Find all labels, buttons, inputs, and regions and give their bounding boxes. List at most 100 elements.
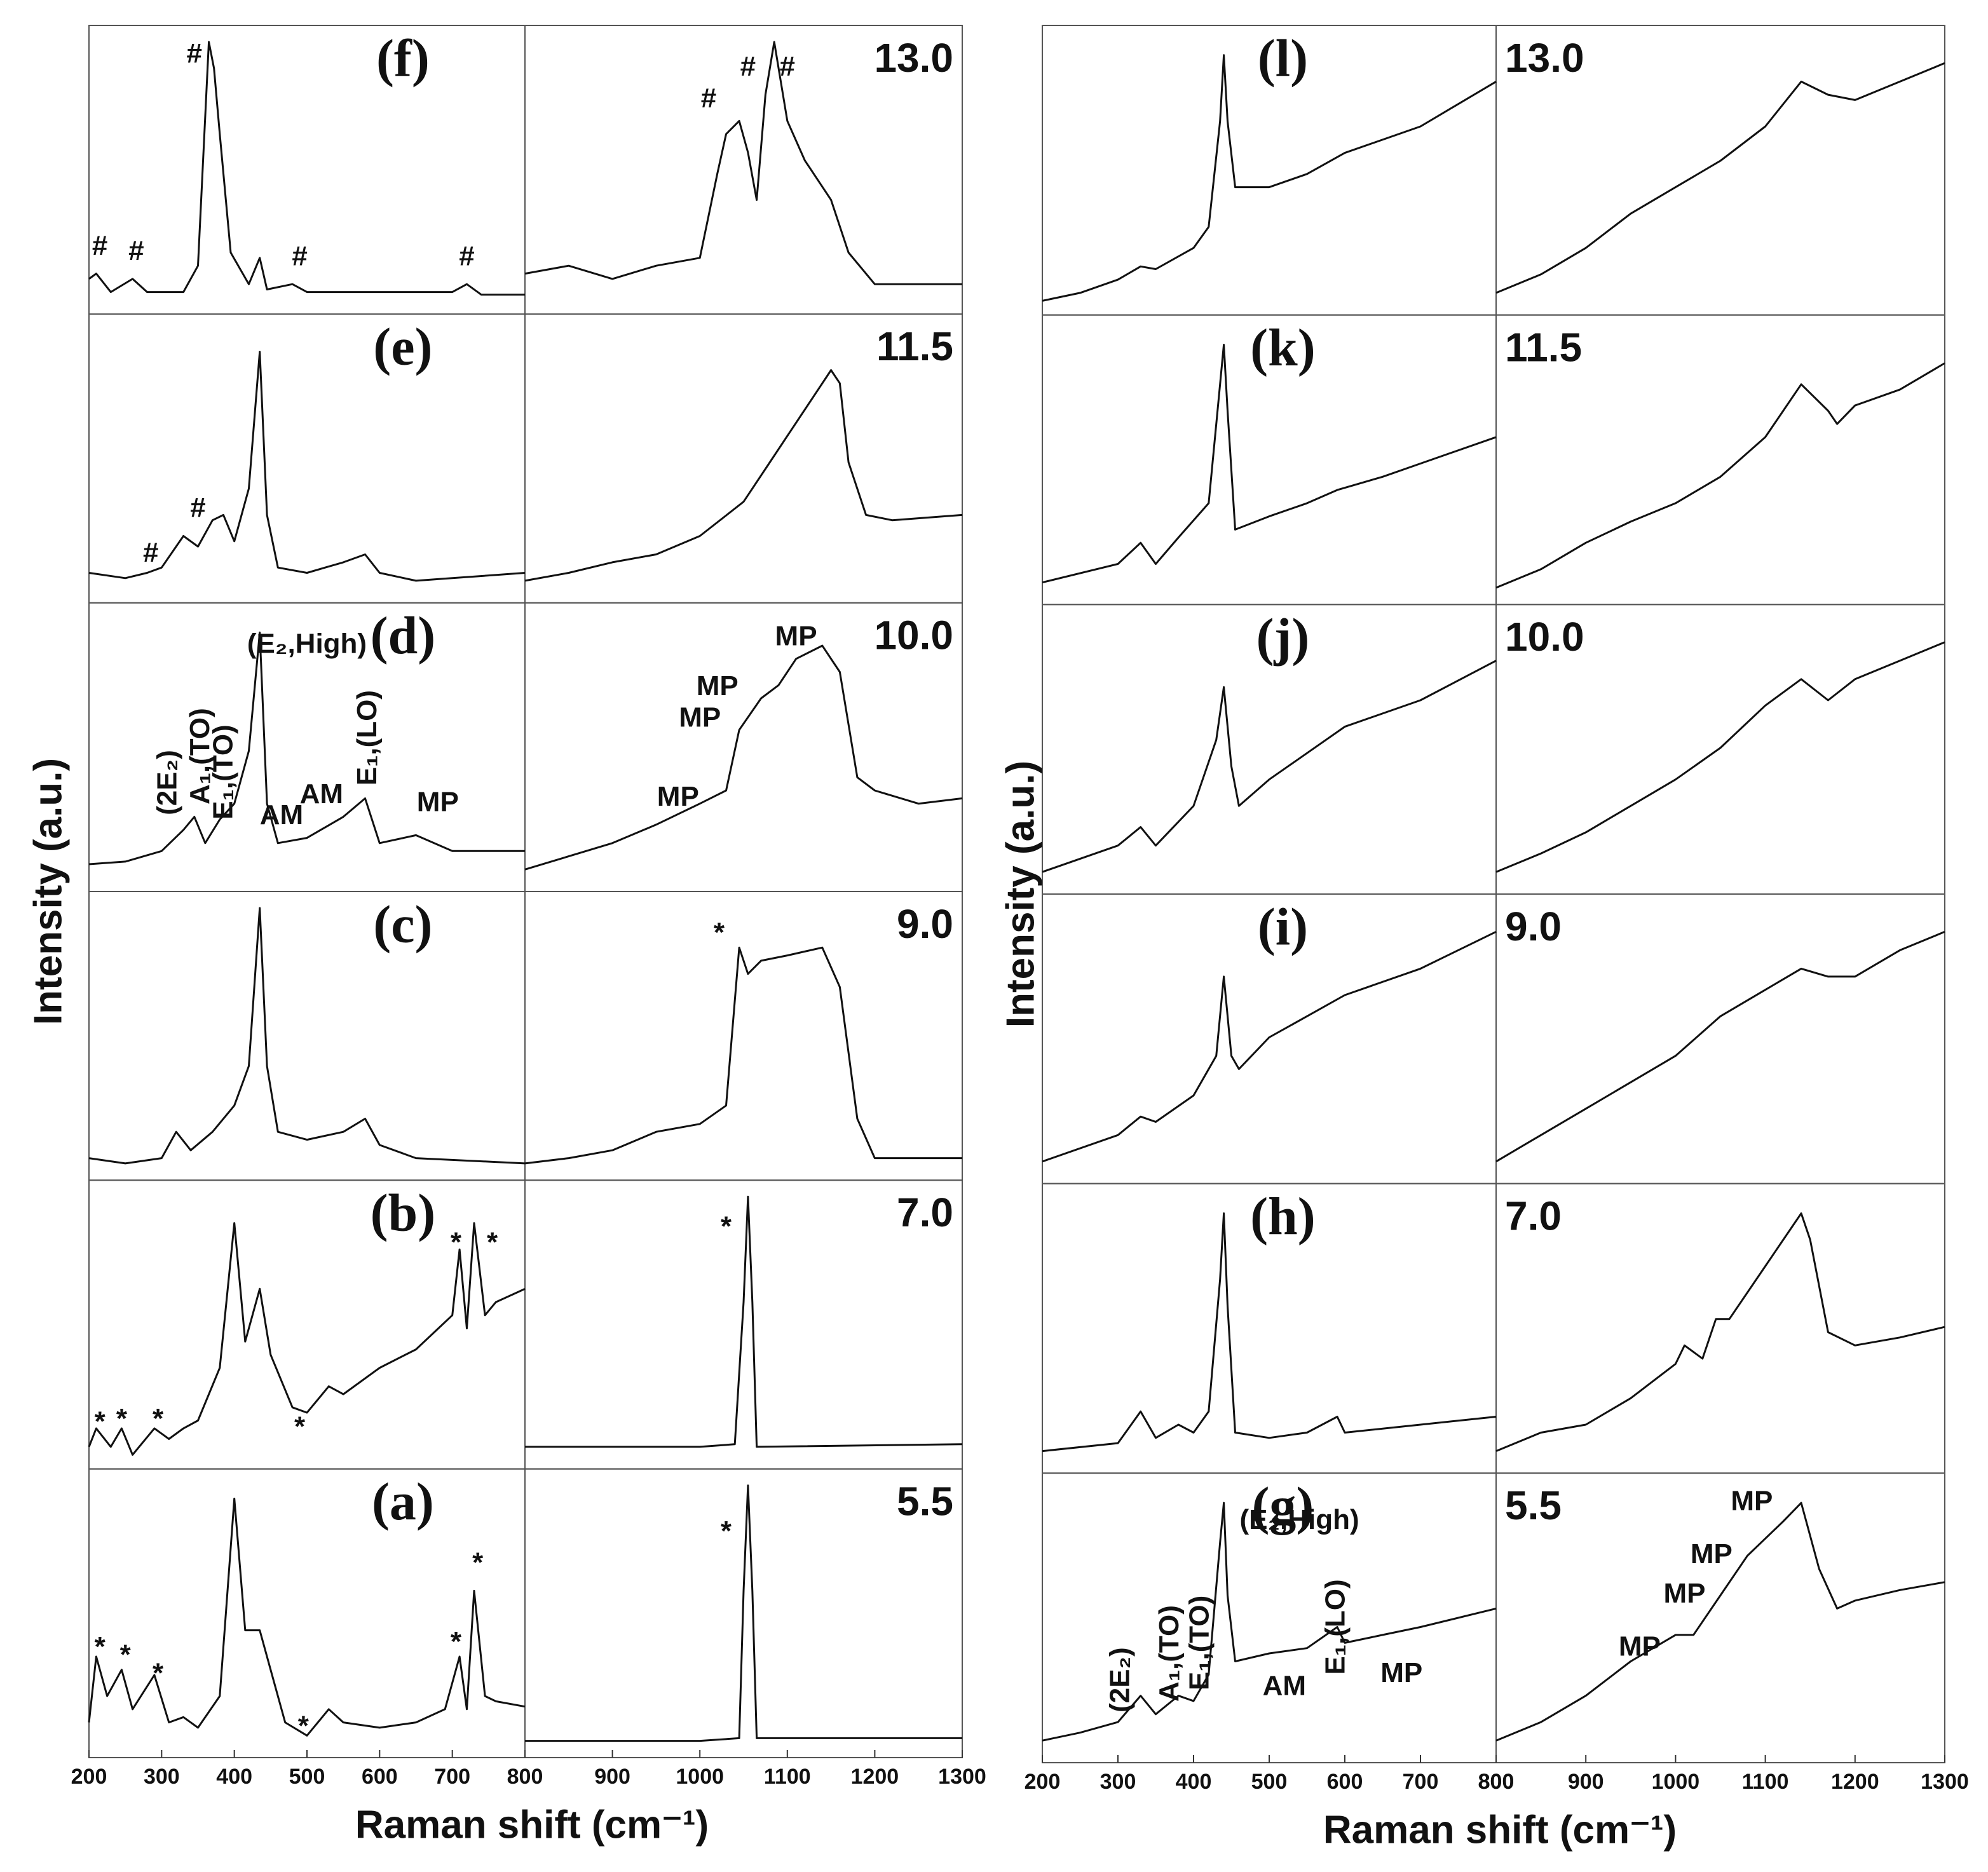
x-tick-label: 1300 [1921,1770,1969,1794]
spectrum [524,369,963,582]
annotation: # [459,240,474,271]
annotation: * [294,1411,306,1442]
annotation: AM [1263,1671,1306,1702]
spectrum [1495,930,1945,1163]
panel-label: (i) [1258,897,1308,956]
ph-label: 10.0 [1505,614,1584,660]
annotation: # [292,240,307,271]
annotation: MP [1380,1657,1422,1688]
annotation: MP [679,702,721,733]
x-tick-label: 200 [1025,1770,1061,1794]
annotation: (2E₂) [1105,1647,1136,1713]
x-tick-label: 400 [216,1765,252,1789]
annotation: * [153,1658,164,1689]
annotation: # [190,492,205,524]
panel-label: (g) [1251,1477,1314,1536]
x-axis-label: Raman shift (cm⁻¹) [1323,1808,1677,1852]
annotation: * [721,1211,732,1242]
spectrum [1495,1212,1945,1452]
annotation: MP [657,781,699,812]
panel-label: (j) [1256,608,1309,667]
spectrum [525,1484,962,1742]
panel-label: (k) [1250,318,1316,377]
spectrum [1042,54,1497,302]
annotation: * [95,1406,106,1437]
x-tick-label: 1000 [676,1765,724,1789]
annotation: * [487,1227,498,1258]
annotation: E₁,(LO) [351,690,383,785]
annotation: # [740,51,756,82]
x-tick-label: 800 [1478,1770,1515,1794]
x-tick-label: 300 [1100,1770,1136,1794]
annotation: * [95,1631,106,1662]
annotation: * [153,1403,164,1434]
annotation: AM [300,778,343,810]
panel-frame [1042,25,1945,316]
panel-frame [1042,1472,1945,1763]
panel-label: (l) [1258,29,1308,88]
panel-label: (e) [373,318,432,377]
x-tick-label: 700 [1403,1770,1439,1794]
x-tick-label: 600 [362,1765,398,1789]
x-tick-label: 500 [289,1765,325,1789]
y-axis-label: Intensity (a.u.) [26,758,70,1025]
x-tick-label: 200 [71,1765,107,1789]
x-tick-label: 1200 [1831,1770,1879,1794]
annotation: * [451,1227,462,1258]
spectrum [88,631,525,865]
ph-label: 13.0 [874,35,953,81]
panel-label: (c) [373,895,432,954]
annotation: * [451,1626,462,1657]
ph-label: 5.5 [1505,1482,1562,1528]
x-tick-label: 500 [1251,1770,1288,1794]
annotation: * [721,1516,732,1547]
spectrum [88,1497,526,1737]
annotation: A₁,(TO) [184,708,215,804]
x-tick-label: 900 [594,1765,630,1789]
ph-label: 11.5 [1505,325,1582,370]
ph-label: 13.0 [1505,35,1584,81]
annotation: MP [417,786,459,817]
spectrum [524,644,963,871]
annotation: * [120,1639,132,1671]
annotation: # [128,235,144,266]
annotation: # [701,83,716,114]
annotation: * [714,917,725,948]
spectrum [524,946,962,1165]
annotation: (E₂,High) [1240,1504,1359,1535]
ph-label: 5.5 [897,1479,953,1524]
panel-label: (d) [371,606,436,665]
annotation: E₁,(TO) [1184,1596,1215,1690]
spectrum [1495,62,1945,294]
x-tick-label: 1100 [764,1765,811,1789]
panel-frame [1042,893,1945,1184]
annotation: AM [260,799,303,831]
ph-label: 9.0 [897,901,953,947]
panel-label: (h) [1250,1187,1316,1246]
ph-label: 10.0 [874,613,953,658]
spectrum [1042,1502,1497,1742]
x-tick-label: 1100 [1742,1770,1789,1794]
annotation: E₁,(LO) [1320,1579,1351,1674]
spectrum [1042,1212,1497,1453]
annotation: MP [697,670,739,702]
spectrum [1495,641,1945,873]
annotation: (E₂,High) [247,628,367,660]
panel-frame [1042,1183,1945,1474]
ph-label: 9.0 [1505,904,1562,949]
spectrum [525,1195,963,1448]
x-tick-label: 400 [1176,1770,1212,1794]
ph-label: 11.5 [876,323,953,369]
spectrum [1495,1502,1945,1742]
annotation: (2E₂) [151,750,182,815]
panel-label: (a) [372,1472,434,1531]
panel-frame [1042,604,1945,895]
spectrum [1042,660,1497,873]
annotation: MP [1664,1578,1706,1609]
annotation: * [298,1710,310,1741]
annotation: MP [1691,1538,1733,1570]
spectrum [88,41,525,296]
spectrum [1042,930,1497,1163]
x-tick-label: 1000 [1652,1770,1700,1794]
